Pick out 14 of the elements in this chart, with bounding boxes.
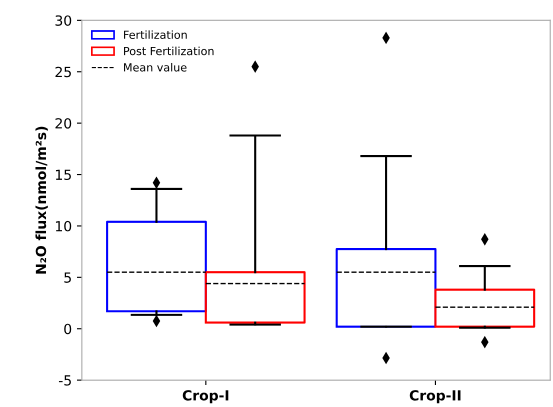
y-tick-label: 20 [55,118,72,129]
y-tick-label: 30 [56,15,72,26]
y-axis-title: N₂O flux(nmol/m²s) [35,126,48,274]
legend-label: Fertilization [124,30,187,39]
x-tick-label: Crop-II [410,390,460,404]
y-tick-label: 0 [64,324,72,334]
legend-label: Mean value [124,62,187,72]
legend-label: Post Fertilization [124,46,214,56]
x-tick-label: Crop-I [182,390,228,404]
y-tick-label: 5 [64,272,71,283]
y-tick-label: 10 [56,220,72,232]
y-tick-label: 25 [55,66,71,78]
y-tick-label: -5 [58,375,71,386]
y-tick-label: 15 [56,170,71,180]
